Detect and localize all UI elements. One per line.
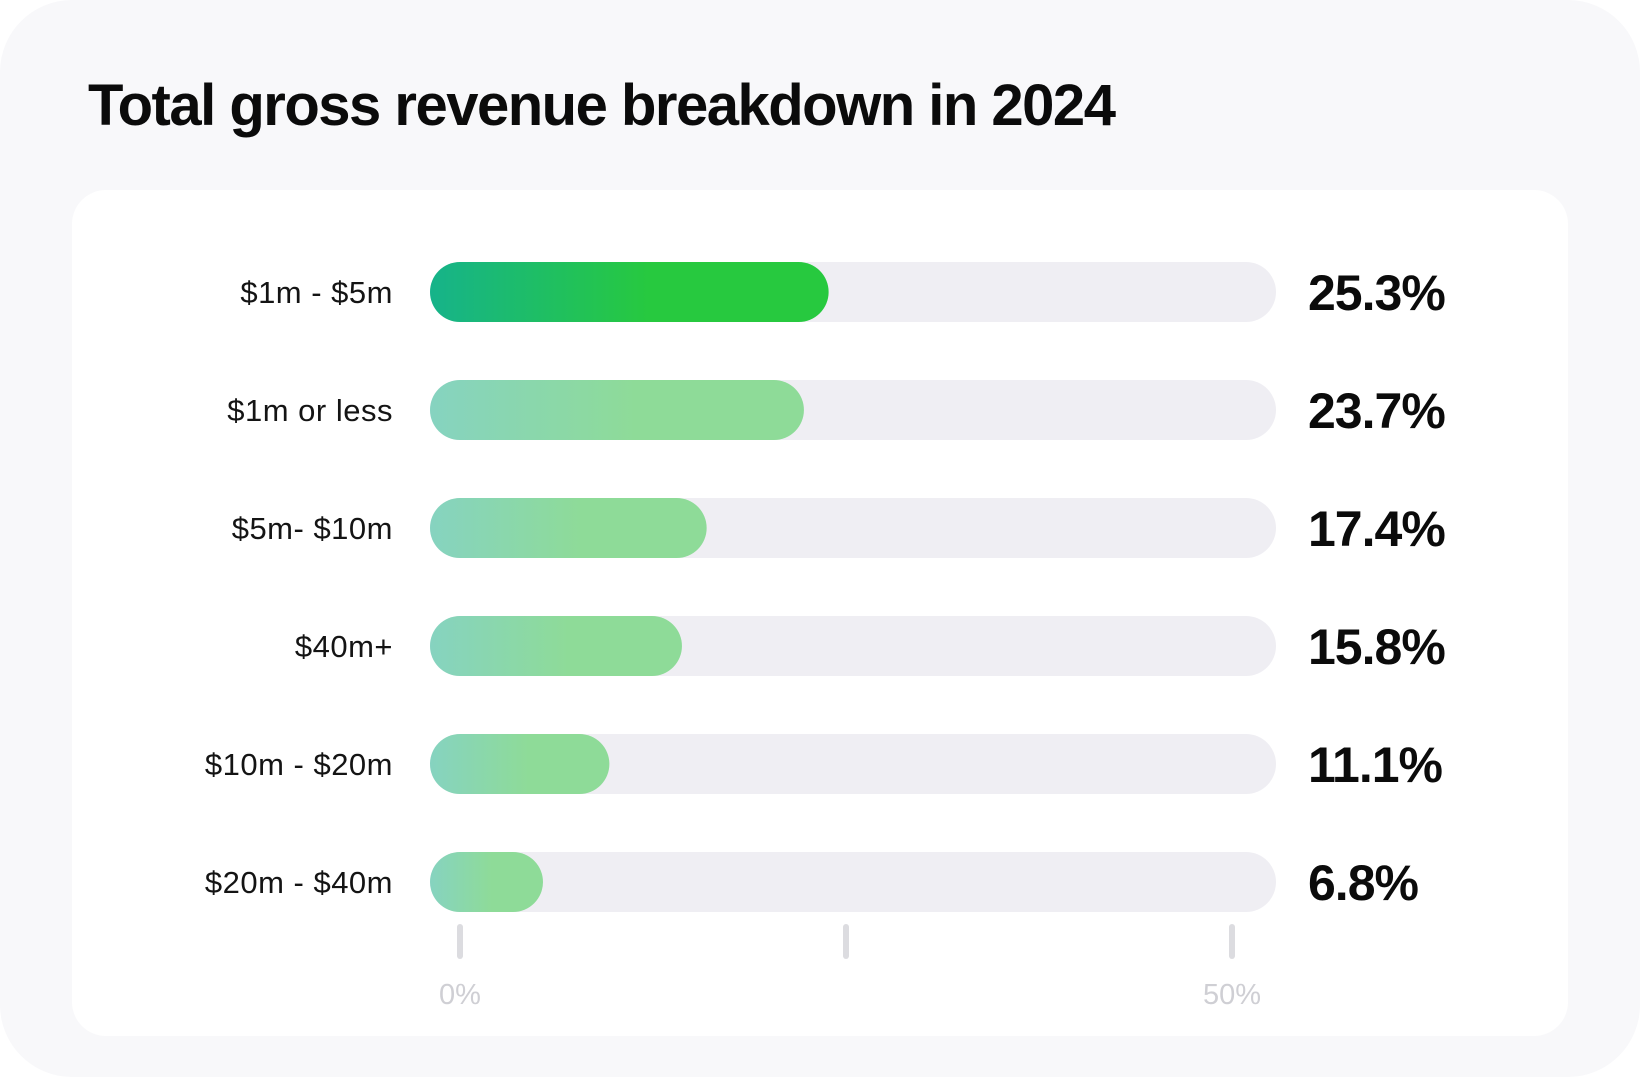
category-label: $5m- $10m bbox=[232, 511, 393, 546]
category-label: $10m - $20m bbox=[205, 747, 393, 782]
category-label: $40m+ bbox=[295, 629, 393, 664]
chart-title: Total gross revenue breakdown in 2024 bbox=[88, 73, 1116, 138]
value-label: 17.4% bbox=[1308, 501, 1445, 557]
bar-track bbox=[430, 852, 1276, 912]
value-label: 11.1% bbox=[1308, 737, 1443, 793]
bar bbox=[430, 734, 610, 794]
category-label: $1m or less bbox=[227, 393, 393, 428]
category-label: $20m - $40m bbox=[205, 865, 393, 900]
value-label: 23.7% bbox=[1308, 383, 1445, 439]
bar-track bbox=[430, 734, 1276, 794]
bar bbox=[430, 498, 707, 558]
bar bbox=[430, 852, 543, 912]
value-label: 6.8% bbox=[1308, 855, 1419, 911]
bar bbox=[430, 616, 682, 676]
value-label: 15.8% bbox=[1308, 619, 1445, 675]
bar bbox=[430, 262, 829, 322]
bar bbox=[430, 380, 804, 440]
tick-label: 50% bbox=[1203, 979, 1261, 1011]
tick-label: 0% bbox=[439, 979, 481, 1011]
category-label: $1m - $5m bbox=[240, 275, 393, 310]
value-label: 25.3% bbox=[1308, 265, 1445, 321]
